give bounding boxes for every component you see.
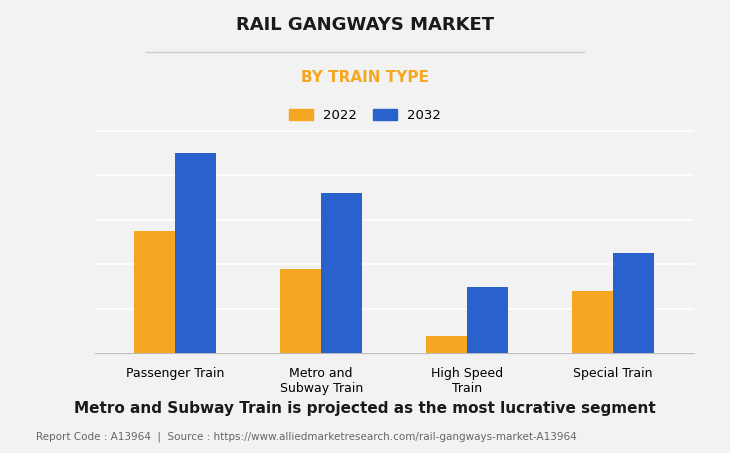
Bar xyxy=(321,193,362,353)
Bar xyxy=(467,287,508,353)
Text: RAIL GANGWAYS MARKET: RAIL GANGWAYS MARKET xyxy=(236,16,494,34)
Bar xyxy=(280,269,321,353)
Bar xyxy=(613,253,654,353)
Bar xyxy=(572,291,613,353)
Text: BY TRAIN TYPE: BY TRAIN TYPE xyxy=(301,70,429,85)
Legend: 2022, 2032: 2022, 2032 xyxy=(289,109,441,122)
Bar xyxy=(175,153,216,353)
Text: Metro and Subway Train is projected as the most lucrative segment: Metro and Subway Train is projected as t… xyxy=(74,401,656,416)
Bar xyxy=(426,336,467,353)
Text: Report Code : A13964  |  Source : https://www.alliedmarketresearch.com/rail-gang: Report Code : A13964 | Source : https://… xyxy=(36,431,577,442)
Bar xyxy=(134,231,175,353)
